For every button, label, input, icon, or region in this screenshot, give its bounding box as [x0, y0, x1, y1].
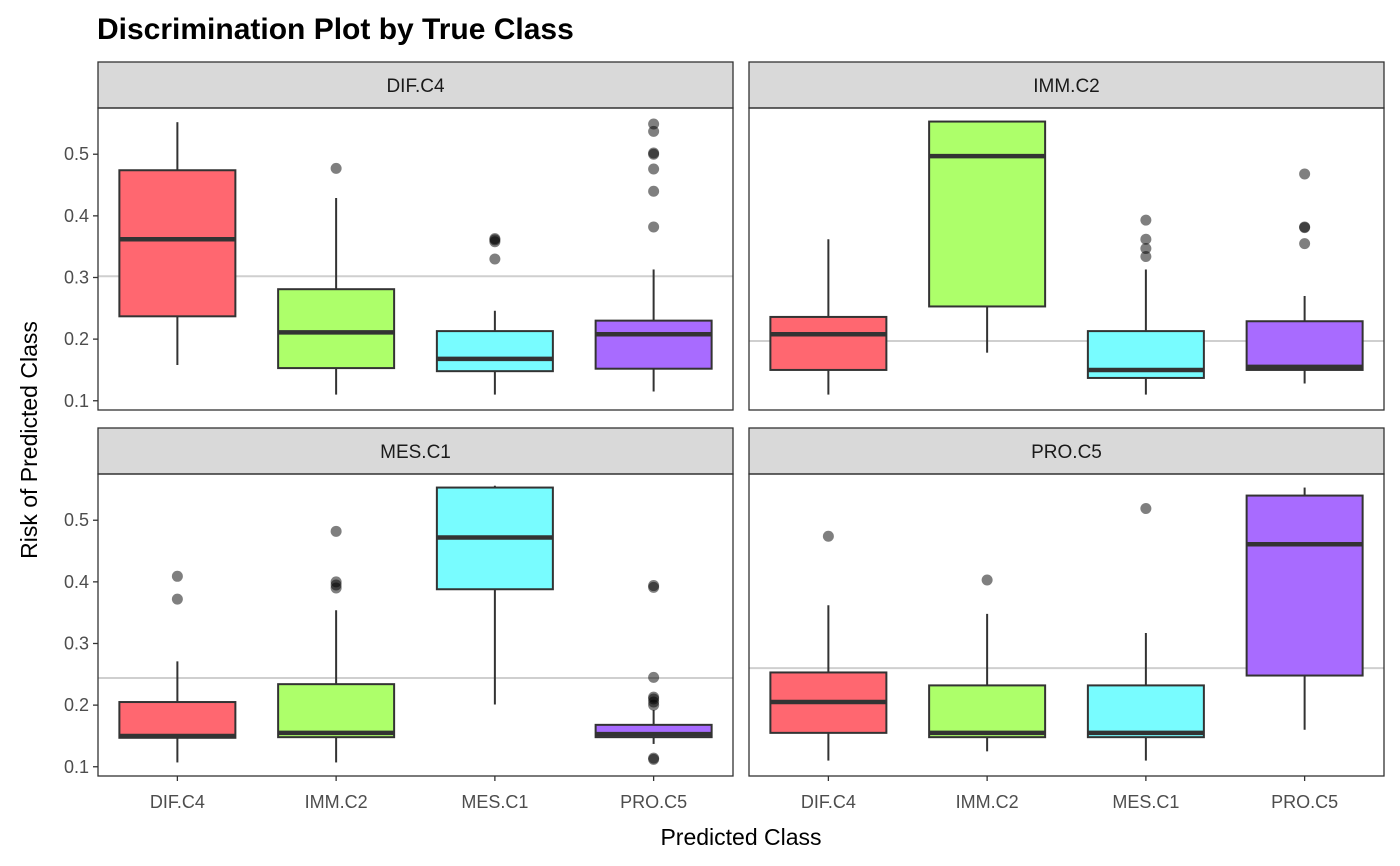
- outlier-point: [648, 580, 660, 592]
- box-pro-c5: [594, 118, 713, 392]
- outlier-point: [1140, 251, 1152, 263]
- outlier-point: [648, 691, 660, 703]
- iqr-box: [118, 701, 237, 739]
- x-tick-label: PRO.C5: [1271, 792, 1338, 812]
- box-dif-c4: [769, 239, 888, 395]
- x-tick-label: MES.C1: [461, 792, 528, 812]
- y-tick-label: 0.4: [64, 572, 89, 592]
- facet-strip: [748, 61, 1385, 109]
- y-tick-label: 0.3: [64, 633, 89, 653]
- outlier-point: [1140, 503, 1152, 515]
- facet-strip: [97, 61, 734, 109]
- panel-border: [748, 107, 1385, 411]
- outlier-point: [330, 162, 342, 174]
- outlier-point: [648, 671, 660, 683]
- outlier-point: [1299, 238, 1311, 250]
- facet-strip: [97, 427, 734, 475]
- box-pro-c5: [1245, 168, 1364, 384]
- outlier-point: [1140, 214, 1152, 226]
- outlier-point: [648, 221, 660, 233]
- box-imm-c2: [928, 120, 1047, 353]
- outlier-point: [1140, 233, 1152, 245]
- x-tick-label: DIF.C4: [150, 792, 205, 812]
- panel-border: [748, 473, 1385, 777]
- outlier-point: [822, 530, 834, 542]
- box-mes-c1: [1086, 503, 1205, 761]
- outlier-point: [171, 593, 183, 605]
- outlier-point: [330, 576, 342, 588]
- box-dif-c4: [769, 530, 888, 761]
- x-tick-label: DIF.C4: [801, 792, 856, 812]
- y-tick-label: 0.2: [64, 329, 89, 349]
- panel-border: [97, 473, 734, 777]
- iqr-box: [594, 319, 713, 370]
- panel-dif-c4: DIF.C4 0.1 0.2 0.3 0.4 0.5: [64, 61, 734, 411]
- iqr-box: [1086, 684, 1205, 739]
- y-tick-label: 0.5: [64, 144, 89, 164]
- box-dif-c4: [118, 122, 237, 366]
- y-tick-label: 0.4: [64, 206, 89, 226]
- outlier-point: [1299, 221, 1311, 233]
- chart-title: Discrimination Plot by True Class: [97, 13, 574, 46]
- box-imm-c2: [277, 525, 396, 763]
- y-axis-title: Risk of Predicted Class: [16, 321, 42, 559]
- x-axis-title: Predicted Class: [660, 824, 821, 850]
- x-tick-label: MES.C1: [1112, 792, 1179, 812]
- facet-strip-label: PRO.C5: [1031, 442, 1102, 463]
- outlier-point: [330, 525, 342, 537]
- x-tick-label: IMM.C2: [305, 792, 368, 812]
- facet-strip-label: IMM.C2: [1033, 76, 1100, 97]
- box-dif-c4: [118, 570, 237, 763]
- iqr-box: [277, 683, 396, 739]
- facet-panels: DIF.C4 0.1 0.2 0.3 0.4 0.5 IMM.C2 MES.C1 0.1 0.2 0…: [64, 61, 1385, 812]
- y-tick-label: 0.1: [64, 391, 89, 411]
- facet-strip-label: DIF.C4: [386, 76, 445, 97]
- outlier-point: [1299, 168, 1311, 180]
- iqr-box: [435, 330, 554, 373]
- panel-imm-c2: IMM.C2: [748, 61, 1385, 411]
- iqr-box: [928, 684, 1047, 739]
- box-pro-c5: [1245, 487, 1364, 730]
- outlier-point: [648, 147, 660, 159]
- y-tick-label: 0.2: [64, 695, 89, 715]
- iqr-box: [1245, 320, 1364, 371]
- iqr-box: [1245, 494, 1364, 677]
- iqr-box: [118, 169, 237, 318]
- iqr-box: [277, 288, 396, 370]
- iqr-box: [928, 120, 1047, 308]
- outlier-point: [648, 185, 660, 197]
- outlier-point: [171, 570, 183, 582]
- outlier-point: [1140, 243, 1152, 255]
- y-tick-label: 0.3: [64, 267, 89, 287]
- outlier-point: [489, 253, 501, 265]
- y-tick-label: 0.5: [64, 510, 89, 530]
- box-mes-c1: [435, 485, 554, 705]
- outlier-point: [981, 574, 993, 586]
- outlier-point: [648, 118, 660, 130]
- box-pro-c5: [594, 580, 713, 765]
- box-imm-c2: [928, 574, 1047, 752]
- panel-border: [97, 107, 734, 411]
- y-tick-label: 0.1: [64, 757, 89, 777]
- panel-mes-c1: MES.C1 0.1 0.2 0.3 0.4 0.5 DIF.C4 IMM.C2 MES.C1 P…: [64, 427, 734, 812]
- facet-strip-label: MES.C1: [380, 442, 451, 463]
- box-imm-c2: [277, 162, 396, 395]
- box-mes-c1: [435, 233, 554, 395]
- box-mes-c1: [1086, 214, 1205, 395]
- iqr-box: [769, 315, 888, 371]
- x-tick-label: IMM.C2: [956, 792, 1019, 812]
- outlier-point: [648, 163, 660, 175]
- x-tick-label: PRO.C5: [620, 792, 687, 812]
- panel-pro-c5: PRO.C5 DIF.C4 IMM.C2 MES.C1 PRO.C5: [748, 427, 1385, 812]
- outlier-point: [648, 752, 660, 764]
- outlier-point: [489, 233, 501, 245]
